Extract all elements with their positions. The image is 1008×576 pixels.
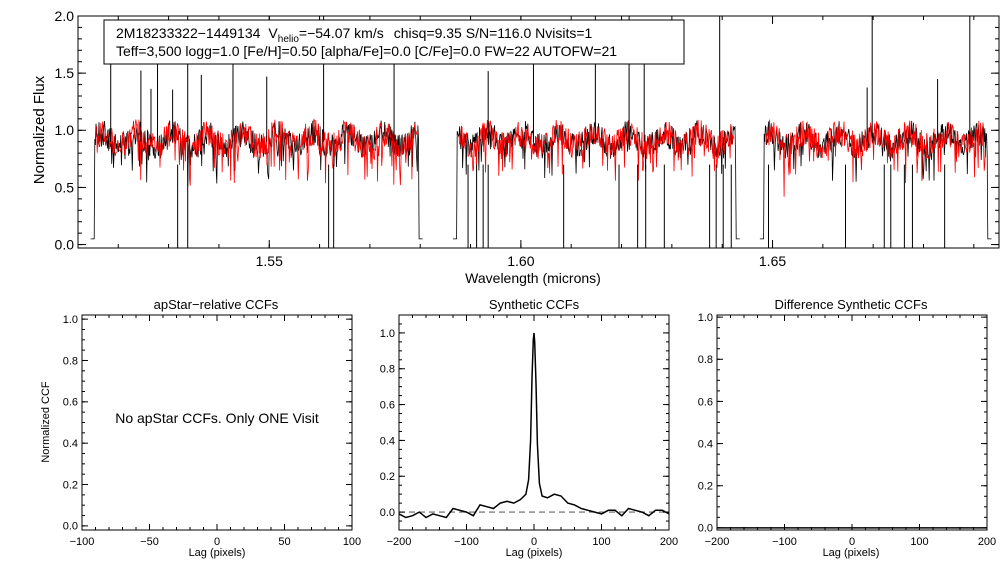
x-tick-label: −200 <box>705 536 730 548</box>
info-box <box>103 19 685 65</box>
synthetic-ccf-title: Synthetic CCFs <box>489 297 580 312</box>
y-tick-label: 0.5 <box>55 179 75 195</box>
x-tick-label: 200 <box>660 536 678 548</box>
star-id: 2M18233322−1449134 <box>116 25 261 41</box>
x-tick-label: 1.60 <box>507 253 534 269</box>
spectrum-frame <box>77 15 1000 249</box>
vhelio-value: =−54.07 km/s <box>299 25 384 41</box>
stellar-parameters: Teff=3,500 logg=1.0 [Fe/H]=0.50 [alpha/F… <box>116 43 617 59</box>
x-tick-label: −200 <box>387 536 412 548</box>
difference-ccf-ticks: −200 −100 0 100 200 0.0 0.2 0.4 0.6 0.8 1.0 <box>698 312 996 548</box>
x-tick-label: 0 <box>531 536 537 548</box>
model-spectrum-line <box>96 118 986 197</box>
x-tick-label: 50 <box>278 536 290 548</box>
spectrum-ticks: 1.55 1.60 1.65 0.0 0.5 1.0 1.5 2.0 <box>55 8 999 269</box>
y-tick-label: 0.6 <box>698 396 713 408</box>
x-tick-label: 1.65 <box>759 253 786 269</box>
y-tick-label: 0.2 <box>63 479 78 491</box>
info-line-1: 2M18233322−1449134 Vhelio=−54.07 km/s chis… <box>116 25 593 45</box>
apstar-ccf-ticks: −100 −50 0 50 100 0.0 0.2 0.4 0.6 0.8 1.0 <box>63 314 361 548</box>
apstar-ccf-title: apStar−relative CCFs <box>154 297 279 312</box>
x-tick-label: −100 <box>772 536 797 548</box>
apstar-ccf-panel: apStar−relative CCFs −100 −50 0 50 100 0.0 0.2… <box>40 297 361 559</box>
y-tick-label: 0.0 <box>55 236 75 252</box>
y-tick-label: 0.8 <box>63 355 78 367</box>
no-ccf-annotation: No apStar CCFs. Only ONE Visit <box>115 410 319 426</box>
y-tick-label: 0.0 <box>698 523 713 535</box>
fit-stats: chisq=9.35 S/N=116.0 Nvisits=1 <box>394 25 593 41</box>
x-tick-label: 0 <box>214 536 220 548</box>
y-tick-label: 1.0 <box>63 314 78 326</box>
synthetic-ccf-panel: Synthetic CCFs −200 −100 0 100 200 0.0 0.2 0.4 0… <box>380 297 678 559</box>
spectrum-panel: 1.55 1.60 1.65 0.0 0.5 1.0 1.5 2.0 2M18233322−1… <box>31 8 1000 286</box>
vhelio-subscript: helio <box>278 34 300 45</box>
y-tick-label: 0.8 <box>698 354 713 366</box>
difference-ccf-x-axis-label: Lag (pixels) <box>823 547 880 559</box>
y-tick-label: 0.6 <box>63 397 78 409</box>
x-tick-label: 100 <box>592 536 610 548</box>
x-tick-label: −100 <box>454 536 479 548</box>
y-tick-label: 2.0 <box>55 8 75 24</box>
x-tick-label: −100 <box>70 536 95 548</box>
spectrum-x-axis-label: Wavelength (microns) <box>465 270 601 286</box>
x-tick-label: 100 <box>343 536 361 548</box>
vhelio-label: V <box>268 25 278 41</box>
y-tick-label: 0.6 <box>380 399 395 411</box>
y-tick-label: 0.4 <box>698 438 713 450</box>
y-tick-label: 1.0 <box>698 312 713 324</box>
spectrum-y-axis-label: Normalized Flux <box>31 75 48 184</box>
apstar-ccf-y-axis-label: Normalized CCF <box>40 381 52 463</box>
synthetic-ccf-ticks: −200 −100 0 100 200 0.0 0.2 0.4 0.6 0.8 1.0 <box>380 314 678 548</box>
y-tick-label: 0.8 <box>380 364 395 376</box>
y-tick-label: 1.5 <box>55 65 75 81</box>
x-tick-label: 0 <box>849 536 855 548</box>
x-tick-label: 1.55 <box>256 253 283 269</box>
synthetic-ccf-x-axis-label: Lag (pixels) <box>506 547 563 559</box>
x-tick-label: 200 <box>978 536 996 548</box>
apstar-ccf-x-axis-label: Lag (pixels) <box>189 547 246 559</box>
synthetic-ccf-series <box>398 332 670 519</box>
synthetic-ccf-line <box>398 332 670 519</box>
y-tick-label: 0.2 <box>380 471 395 483</box>
difference-ccf-panel: Difference Synthetic CCFs −200 −100 0 100 20… <box>698 297 996 559</box>
difference-ccf-title: Difference Synthetic CCFs <box>775 297 928 312</box>
x-tick-label: 100 <box>910 536 928 548</box>
y-tick-label: 1.0 <box>380 328 395 340</box>
y-tick-label: 0.4 <box>380 435 395 447</box>
y-tick-label: 0.2 <box>698 481 713 493</box>
y-tick-label: 1.0 <box>55 122 75 138</box>
y-tick-label: 0.4 <box>63 438 78 450</box>
y-tick-label: 0.0 <box>380 507 395 519</box>
y-tick-label: 0.0 <box>63 521 78 533</box>
x-tick-label: −50 <box>140 536 159 548</box>
